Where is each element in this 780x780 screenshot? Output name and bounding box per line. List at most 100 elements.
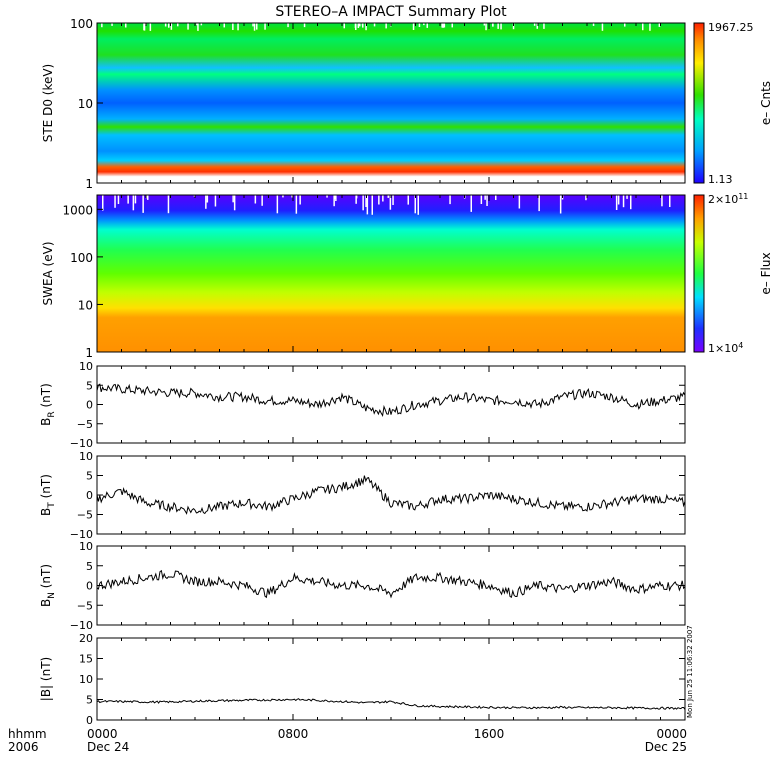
panel-frame bbox=[96, 455, 686, 535]
data-gap bbox=[642, 23, 644, 31]
data-gap bbox=[649, 23, 651, 31]
series-line bbox=[96, 698, 686, 710]
data-gap bbox=[355, 195, 357, 204]
data-gap bbox=[495, 195, 497, 200]
colorbar-max: 1967.25 bbox=[708, 21, 754, 34]
data-gap bbox=[392, 195, 394, 205]
data-gap bbox=[592, 23, 595, 26]
data-gap bbox=[389, 195, 392, 210]
colorbar-min: 1.13 bbox=[708, 173, 733, 186]
data-gap bbox=[149, 23, 152, 31]
data-gap bbox=[335, 195, 337, 201]
colorbar-min: 1×104 bbox=[708, 341, 743, 355]
y-tick-label: 0 bbox=[86, 399, 93, 412]
y-tick-label: 1 bbox=[85, 177, 93, 191]
data-gap bbox=[426, 23, 428, 28]
data-gap bbox=[261, 195, 263, 206]
data-gap bbox=[287, 23, 289, 28]
y-tick-label: 5 bbox=[86, 379, 93, 392]
data-gap bbox=[385, 23, 387, 29]
data-gap bbox=[407, 195, 409, 205]
x-tick-date: Dec 24 bbox=[87, 740, 129, 754]
colorbar bbox=[693, 22, 705, 184]
colorbar-label: e– Flux bbox=[759, 252, 773, 294]
data-gap bbox=[343, 23, 345, 29]
data-gap bbox=[299, 195, 301, 205]
data-gap bbox=[326, 195, 328, 198]
data-gap bbox=[142, 195, 144, 213]
data-gap bbox=[451, 23, 453, 28]
x-tick-label: 1600 bbox=[474, 727, 505, 741]
y-tick-label: −10 bbox=[70, 619, 93, 632]
y-tick-label: −5 bbox=[77, 418, 93, 431]
y-tick-label: 10 bbox=[78, 97, 93, 111]
data-gap bbox=[486, 195, 488, 206]
data-gap bbox=[164, 23, 167, 27]
data-gap bbox=[303, 23, 306, 28]
y-tick-label: 10 bbox=[78, 298, 93, 312]
data-gap bbox=[127, 195, 129, 204]
y-tick-label: 100 bbox=[70, 251, 93, 265]
data-gap bbox=[500, 23, 502, 30]
y-axis-label: STE D0 (keV) bbox=[41, 64, 55, 143]
data-gap bbox=[333, 195, 335, 207]
ste-spectrogram bbox=[97, 23, 685, 183]
series-line bbox=[96, 569, 686, 599]
data-gap bbox=[622, 195, 625, 208]
figure-title: STEREO–A IMPACT Summary Plot bbox=[275, 4, 507, 20]
y-tick-label: −5 bbox=[77, 599, 93, 612]
data-gap bbox=[382, 195, 384, 202]
data-gap bbox=[538, 195, 540, 212]
data-gap bbox=[206, 195, 209, 203]
series-line bbox=[96, 475, 686, 515]
data-gap bbox=[387, 195, 389, 198]
swea-spectrogram bbox=[97, 195, 685, 352]
footer-year: 2006 bbox=[8, 740, 39, 754]
data-gap bbox=[291, 195, 293, 198]
data-gap bbox=[232, 23, 234, 30]
data-gap bbox=[132, 195, 135, 211]
data-gap bbox=[102, 195, 104, 211]
data-gap bbox=[630, 195, 632, 210]
data-gap bbox=[366, 195, 369, 215]
x-tick-date: Dec 25 bbox=[645, 740, 687, 754]
x-tick-label: 0000 bbox=[656, 727, 687, 741]
data-gap bbox=[223, 23, 225, 28]
data-gap bbox=[441, 23, 443, 28]
y-tick-label: −5 bbox=[77, 509, 93, 522]
data-gap bbox=[125, 23, 127, 28]
data-gap bbox=[177, 23, 179, 27]
data-gap bbox=[365, 23, 367, 31]
data-gap bbox=[276, 195, 279, 214]
data-gap bbox=[232, 195, 234, 203]
series-line bbox=[96, 383, 686, 417]
y-tick-label: 10 bbox=[79, 450, 93, 463]
data-gap bbox=[187, 23, 189, 30]
data-gap bbox=[543, 23, 545, 29]
data-gap bbox=[334, 195, 336, 199]
y-tick-label: 1000 bbox=[62, 203, 93, 217]
data-gap bbox=[282, 195, 284, 198]
y-tick-label: 10 bbox=[79, 540, 93, 553]
colorbar bbox=[693, 194, 705, 353]
data-gap bbox=[412, 23, 415, 30]
data-gap bbox=[615, 195, 618, 210]
data-gap bbox=[492, 23, 494, 27]
data-gap bbox=[378, 195, 380, 205]
data-gap bbox=[355, 23, 357, 30]
data-gap bbox=[417, 195, 419, 215]
data-gap bbox=[536, 23, 538, 29]
y-axis-label: |B| (nT) bbox=[39, 657, 53, 701]
data-gap bbox=[617, 195, 620, 205]
data-gap bbox=[449, 195, 451, 205]
y-tick-label: 1 bbox=[85, 346, 93, 360]
data-gap bbox=[585, 195, 587, 201]
footer-hhmm: hhmm bbox=[8, 727, 47, 741]
data-gap bbox=[423, 23, 425, 26]
y-tick-label: 5 bbox=[86, 470, 93, 483]
data-gap bbox=[196, 23, 198, 26]
data-gap bbox=[442, 23, 444, 28]
data-gap bbox=[624, 23, 626, 27]
data-gap bbox=[658, 23, 661, 27]
